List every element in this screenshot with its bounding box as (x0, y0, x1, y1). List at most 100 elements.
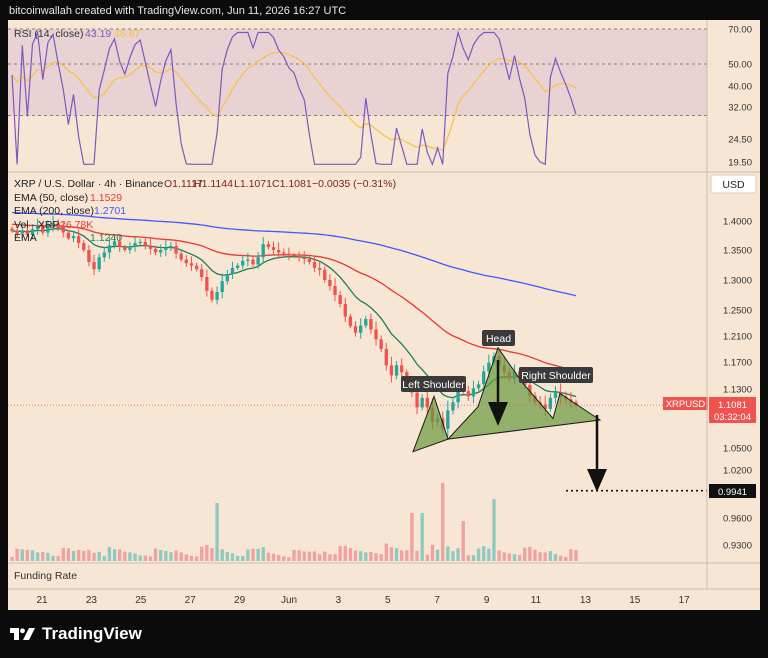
candle-body (35, 225, 40, 230)
volume-bar (338, 546, 342, 561)
candle-body (210, 290, 214, 300)
price-axis-label: 1.2100 (723, 332, 752, 343)
currency-button[interactable]: USD (710, 174, 757, 194)
candle-body (174, 245, 178, 254)
last-price-tag: 1.1081 03:32:04 (709, 397, 756, 423)
candle-body (353, 326, 358, 333)
candle-body (297, 256, 301, 258)
volume-bar (451, 551, 455, 561)
volume-legend-label: Vol · XRP (14, 219, 60, 231)
volume-bar (487, 548, 491, 561)
time-axis-label: 5 (385, 595, 391, 606)
candle-body (56, 223, 60, 228)
volume-bar (282, 556, 286, 561)
candle-body (46, 225, 50, 233)
ohlc-change: −0.0035 (−0.31%) (312, 178, 396, 190)
chart-card: 70.00 50.00 40.00 32.00 24.50 19.50 RSI (14, … (8, 20, 760, 610)
time-axis-label: 25 (135, 595, 147, 606)
volume-bar (189, 555, 194, 561)
candle-body (553, 392, 558, 398)
volume-bar (153, 548, 158, 561)
candle-body (51, 223, 55, 226)
arrow-head-down (488, 360, 508, 426)
rsi-legend-ma-value: 46.67 (114, 28, 140, 40)
time-axis-label: 23 (86, 595, 98, 606)
time-axis-label: 21 (36, 595, 48, 606)
candle-body (394, 365, 399, 376)
chart-svg[interactable]: 70.00 50.00 40.00 32.00 24.50 19.50 RSI (14, … (8, 20, 760, 610)
volume-bar (384, 543, 388, 561)
candle-body (25, 230, 30, 235)
candle-body (528, 384, 532, 396)
candle-body (446, 410, 450, 429)
time-axis-label: 11 (531, 595, 542, 606)
symbol-title: XRP / U.S. Dollar · 4h · Binance (14, 178, 163, 190)
candle-body (205, 277, 209, 291)
price-panel: Head Left Shoulder Right Shoulder 1.4000… (8, 174, 757, 561)
volume-bar (420, 513, 424, 561)
candle-body (451, 402, 455, 411)
volume-bar (435, 549, 440, 561)
candle-body (143, 241, 147, 246)
candle-body (235, 265, 240, 268)
candle-body (10, 228, 14, 231)
volume-bar (179, 552, 183, 561)
ema200-legend-label: EMA (200, close) (14, 205, 94, 217)
volume-bar (287, 557, 291, 561)
candle-body (348, 316, 353, 327)
volume-bar (92, 552, 96, 561)
price-axis-label: 1.3000 (723, 276, 752, 287)
volume-bar (215, 503, 219, 561)
volume-bar (143, 555, 147, 561)
volume-bar (553, 554, 558, 561)
volume-bar (128, 552, 132, 561)
volume-bar (200, 546, 204, 561)
candle-body (312, 262, 317, 268)
candle-body (476, 384, 481, 389)
candle-body (415, 392, 419, 408)
candle-body (76, 236, 81, 244)
candle-body (343, 304, 347, 317)
volume-bar (348, 548, 353, 561)
tradingview-logo[interactable]: TradingView (10, 624, 142, 644)
time-axis-label: 15 (629, 595, 641, 606)
volume-bar (456, 548, 460, 561)
price-axis-label: 1.4000 (723, 217, 752, 228)
price-axis-label: 0.9300 (723, 541, 752, 552)
candle-body (87, 250, 91, 262)
candle-body (276, 250, 281, 253)
volume-bar (466, 555, 470, 561)
volume-bar (492, 499, 496, 561)
candle-body (112, 241, 117, 246)
volume-bar (194, 556, 199, 561)
candle-body (215, 292, 219, 300)
candle-body (425, 397, 429, 408)
time-axis-label: 29 (234, 595, 246, 606)
volume-bar (266, 552, 271, 561)
volume-bar (102, 555, 106, 561)
rsi-panel: 70.00 50.00 40.00 32.00 24.50 19.50 RSI (14, … (8, 25, 752, 169)
volume-bar (507, 553, 512, 561)
candle-body (338, 295, 342, 304)
volume-bar (400, 550, 404, 561)
candle-body (159, 250, 163, 253)
volume-bar (82, 550, 86, 561)
rsi-axis-label: 70.00 (728, 25, 752, 36)
volume-bar (512, 554, 517, 561)
volume-bar (107, 546, 112, 561)
svg-text:XRPUSD: XRPUSD (666, 399, 706, 410)
candle-body (41, 225, 45, 233)
candle-body (317, 268, 322, 270)
ema-extra-legend-label: EMA (14, 232, 37, 244)
volume-bar (271, 553, 276, 561)
rsi-axis: 70.00 50.00 40.00 32.00 24.50 19.50 (728, 25, 752, 169)
candle-body (246, 259, 250, 261)
candle-body (358, 325, 363, 333)
volume-bar (10, 556, 14, 561)
candle-body (184, 259, 188, 264)
volume-bar (538, 552, 542, 561)
candle-body (466, 391, 470, 397)
label-right-shoulder: Right Shoulder (519, 367, 593, 383)
volume-bar (389, 547, 394, 561)
svg-text:Left Shoulder: Left Shoulder (402, 379, 465, 391)
